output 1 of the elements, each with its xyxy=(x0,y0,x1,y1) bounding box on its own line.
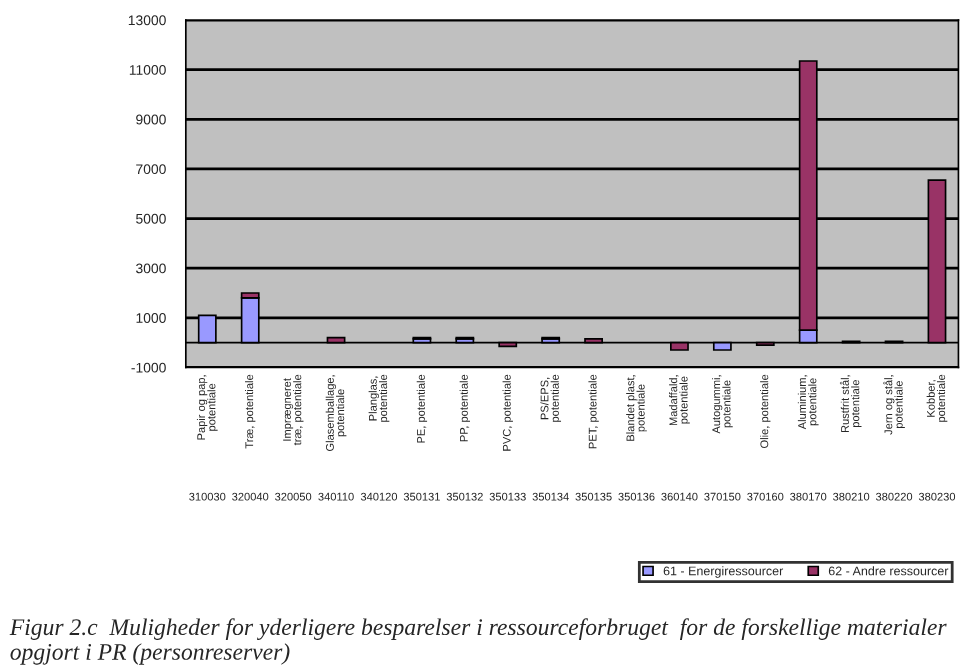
text: Figur 2.c Muligheder for yderligere besparelser i ressourceforbruget for de forskellige materialer opgjort i PR (personreserver) xyxy=(9,618,947,665)
